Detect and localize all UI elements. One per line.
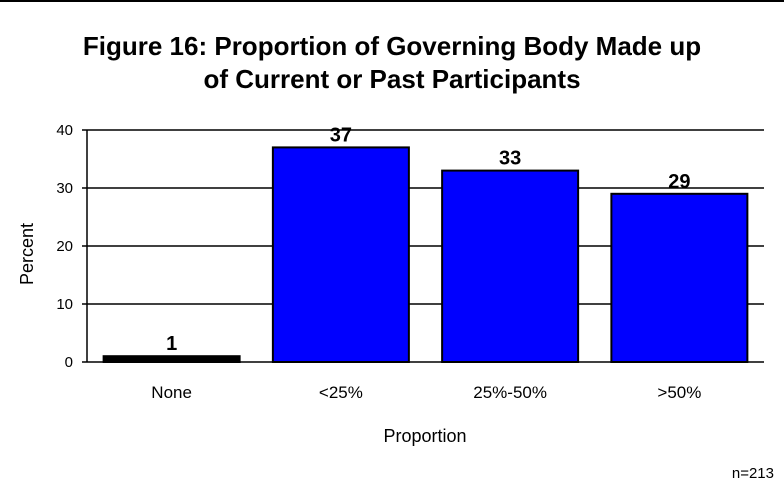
bar	[610, 192, 749, 363]
y-tick-label: 40	[56, 122, 73, 139]
x-tick-labels: None <25% 25%-50% >50%	[151, 383, 701, 402]
data-label: 29	[668, 171, 690, 193]
y-tick-label: 20	[56, 238, 73, 255]
y-tick-labels: 0 10 20 30 40	[56, 122, 73, 371]
chart-title: Figure 16: Proportion of Governing Body …	[0, 30, 784, 96]
x-tick-label: >50%	[657, 383, 701, 402]
y-tick-label: 30	[56, 180, 73, 197]
x-axis-label: Proportion	[383, 426, 466, 446]
axes	[82, 129, 764, 363]
y-tick-label: 0	[65, 354, 73, 371]
bar	[102, 355, 241, 364]
data-label: 33	[499, 148, 521, 170]
x-tick-label: 25%-50%	[473, 383, 547, 402]
data-label: 1	[166, 333, 177, 355]
x-tick-label: None	[151, 383, 192, 402]
bar	[441, 169, 580, 363]
data-label: 37	[330, 124, 352, 146]
chart-title-line-1: Figure 16: Proportion of Governing Body …	[82, 31, 702, 61]
chart-title-line-2: of Current or Past Participants	[203, 64, 581, 94]
x-tick-label: <25%	[319, 383, 363, 402]
sample-size-note: n=213	[731, 465, 774, 482]
bars	[102, 146, 749, 364]
bar	[271, 146, 410, 363]
y-tick-label: 10	[56, 296, 73, 313]
data-labels: 1 37 33 29	[166, 124, 690, 355]
y-axis-label: Percent	[17, 223, 37, 285]
